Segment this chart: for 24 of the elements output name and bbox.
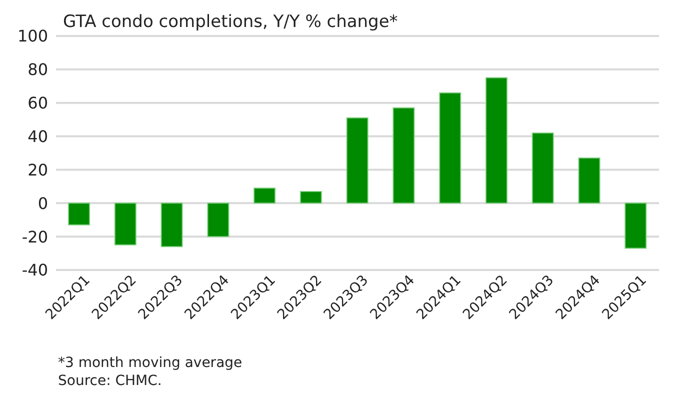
bar (578, 158, 600, 204)
y-tick-label: 80 (28, 60, 48, 80)
bar (439, 92, 462, 204)
bar (300, 190, 322, 204)
bar (485, 77, 508, 204)
y-tick-label: 40 (28, 126, 48, 146)
y-tick-label: -40 (22, 260, 48, 280)
bar (68, 202, 90, 226)
bar (346, 117, 368, 204)
bar (624, 202, 647, 249)
y-tick-label: 20 (28, 160, 48, 180)
bar (532, 132, 554, 204)
bar (254, 188, 276, 204)
y-tick-label: -20 (22, 227, 48, 246)
bar (207, 202, 230, 238)
bar (114, 202, 136, 246)
bar (392, 107, 415, 204)
source-note: Source: CHMC. (58, 372, 163, 390)
y-tick-label: 60 (28, 94, 48, 113)
chart-title: GTA condo completions, Y/Y % change* (63, 12, 398, 32)
y-tick-label: 0 (38, 194, 48, 213)
y-tick-label: 100 (17, 26, 48, 46)
text: *3 month moving average (58, 354, 242, 372)
bar (160, 202, 183, 248)
